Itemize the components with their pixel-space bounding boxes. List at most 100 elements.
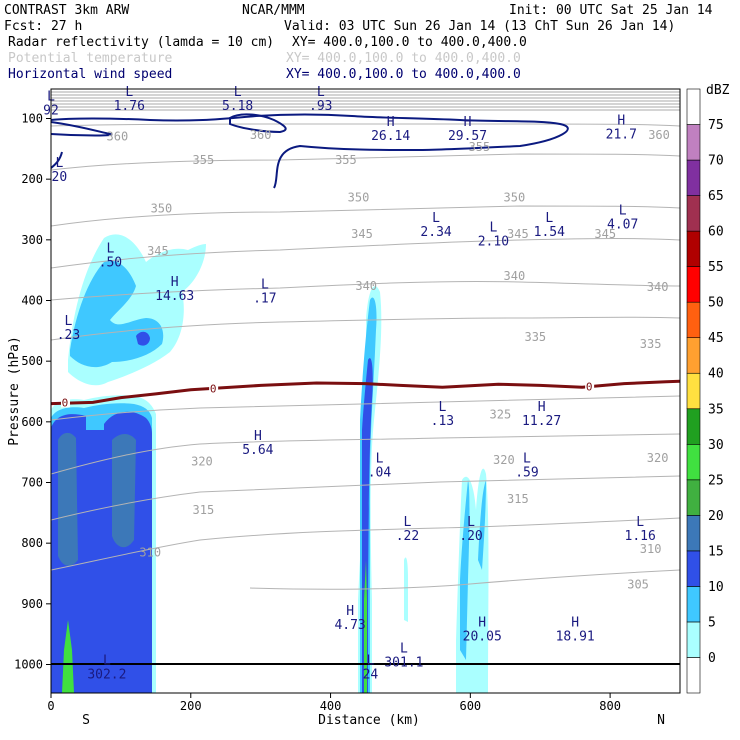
colorbar-swatch-14 — [686, 159, 701, 196]
theta-contour-label-335: 335 — [640, 337, 662, 351]
extremum-letter: L — [438, 400, 446, 415]
reflectivity-right-small-5 — [404, 557, 408, 622]
colorbar-swatch-10 — [686, 301, 701, 339]
field1-xy: XY= 400.0,100.0 to 400.0,400.0 — [292, 35, 527, 50]
extremum-value: 20.05 — [463, 629, 502, 644]
colorbar-unit: dBZ — [706, 83, 730, 98]
zero-label-bg — [60, 396, 70, 408]
theta-contour-label-360: 360 — [648, 128, 670, 142]
theta-contour-label-305: 305 — [627, 577, 649, 591]
extremum-low: L.59 — [515, 451, 538, 480]
field2-name: Potential temperature — [8, 51, 173, 66]
extremum-low: L5.18 — [222, 85, 253, 114]
theta-contour-label-360: 360 — [250, 128, 272, 142]
extremum-low: L2.10 — [478, 220, 509, 249]
theta-contour-label-355: 355 — [469, 140, 491, 154]
extremum-letter: H — [254, 429, 262, 444]
colorbar-swatch-6 — [686, 443, 701, 481]
valid-time: Valid: 03 UTC Sun 26 Jan 14 (13 ChT Sun … — [284, 19, 675, 34]
extremum-high: H29.57 — [448, 115, 487, 144]
extremum-value: .13 — [431, 414, 454, 429]
colorbar-swatch-0 — [686, 657, 701, 694]
zero-contour-label: 0 — [210, 382, 217, 395]
theta-contour-325 — [51, 395, 680, 421]
extremum-letter: L — [400, 641, 408, 656]
zero-contour-label: 0 — [586, 381, 593, 394]
colorbar-label-15: 15 — [708, 544, 724, 559]
theta-contour-label-340: 340 — [647, 280, 669, 294]
y-tick-label-800: 800 — [21, 536, 43, 550]
zero-contour — [51, 379, 680, 406]
extremum-low: L1.54 — [534, 211, 565, 240]
extremum-low: L.17 — [253, 277, 276, 306]
theta-contour-345 — [51, 238, 680, 269]
extremum-letter: L — [376, 451, 384, 466]
extremum-letter: L — [404, 515, 412, 530]
colorbar-swatch-7 — [686, 408, 701, 445]
extremum-high: H5.64 — [242, 429, 273, 458]
extremum-low: L20 — [52, 156, 68, 185]
y-tick-label-1000: 1000 — [14, 658, 43, 672]
theta-contour-label-325: 325 — [490, 408, 512, 422]
colorbar-label-30: 30 — [708, 438, 724, 453]
extremum-low: L.04 — [368, 451, 392, 480]
extremum-letter: L — [432, 211, 440, 226]
extremum-value: 29.57 — [448, 129, 487, 144]
theta-contour-label-350: 350 — [151, 201, 173, 215]
zero-label-layer: 0 0 0 — [60, 380, 595, 409]
theta-contour-label-345: 345 — [351, 227, 373, 241]
extremum-value: 24 — [363, 668, 379, 683]
colorbar-label-50: 50 — [708, 296, 724, 311]
colorbar-label-5: 5 — [708, 615, 716, 630]
colorbar-swatch-11 — [686, 266, 701, 303]
extremum-letter: L — [65, 314, 73, 329]
header: CONTRAST 3km ARW NCAR/MMM Init: 00 UTC S… — [4, 3, 713, 82]
reflectivity-right-cell-15 — [460, 480, 486, 660]
extremum-low: L.20 — [459, 515, 482, 544]
extremum-low: L.22 — [396, 515, 419, 544]
y-tick-label-100: 100 — [21, 112, 43, 126]
colorbar-label-10: 10 — [708, 580, 724, 595]
theta-label-layer: 305 310 310 315 315 320 320 320 325 335 335 340 340 3… — [107, 128, 670, 592]
model-title: CONTRAST 3km ARW — [4, 3, 129, 18]
extremum-letter: L — [55, 156, 63, 171]
y-tick-label-900: 900 — [21, 597, 43, 611]
extremum-value: 4.73 — [334, 618, 365, 633]
extremum-value: .17 — [253, 291, 276, 306]
colorbar-swatch-15 — [686, 124, 701, 161]
init-time: Init: 00 UTC Sat 25 Jan 14 — [509, 3, 713, 18]
extremum-value: .23 — [57, 328, 80, 343]
theta-contour-label-355: 355 — [193, 153, 215, 167]
colorbar-swatch-1 — [686, 621, 701, 658]
theta-contour-stack — [51, 91, 680, 111]
theta-contour-305 — [249, 569, 680, 590]
x-tick-label-200: 200 — [180, 699, 202, 713]
extremum-value: 302.2 — [87, 668, 126, 683]
theta-contour-label-320: 320 — [191, 454, 213, 468]
extremum-value: .20 — [459, 529, 482, 544]
extremum-letter: L — [234, 85, 242, 100]
extremum-low: L2.34 — [420, 211, 451, 240]
extremum-letter: L — [317, 85, 325, 100]
extremum-letter: H — [538, 400, 546, 415]
y-tick-label-400: 400 — [21, 294, 43, 308]
theta-contour-label-310: 310 — [139, 545, 161, 559]
theta-contour-310 — [51, 517, 680, 571]
field2-xy: XY= 400.0,100.0 to 400.0,400.0 — [286, 51, 521, 66]
plot-frame — [50, 88, 681, 694]
extremum-letter: H — [387, 115, 395, 130]
extremum-letter: L — [125, 85, 133, 100]
extremum-value: 5.18 — [222, 99, 253, 114]
extremum-high: H4.73 — [334, 604, 365, 633]
colorbar-label-25: 25 — [708, 473, 724, 488]
extremum-high: H14.63 — [155, 275, 194, 304]
extremum-letter: L — [489, 220, 497, 235]
colorbar-label-20: 20 — [708, 509, 724, 524]
theta-contour-label-345: 345 — [507, 227, 529, 241]
extremum-value: 5.64 — [242, 443, 273, 458]
theta-contour-label-360: 360 — [107, 130, 129, 144]
forecast-hour: Fcst: 27 h — [4, 19, 82, 34]
reflectivity-lower-25 — [62, 620, 74, 693]
